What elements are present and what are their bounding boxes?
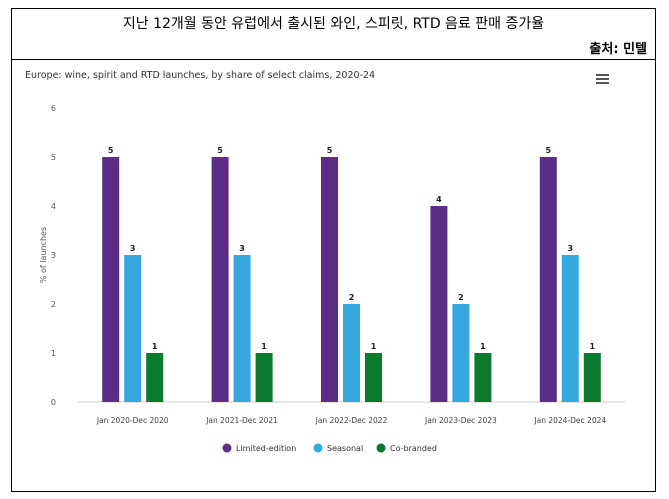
data-label: 1 xyxy=(480,342,486,351)
data-label: 4 xyxy=(436,195,442,204)
chart-title: Europe: wine, spirit and RTD launches, b… xyxy=(25,70,376,81)
x-tick-label: Jan 2020-Dec 2020 xyxy=(96,416,169,425)
x-tick-label: Jan 2023-Dec 2023 xyxy=(424,416,497,425)
page-title: 지난 12개월 동안 유럽에서 출시된 와인, 스피릿, RTD 음료 판매 증… xyxy=(122,16,545,32)
y-tick-label: 1 xyxy=(51,349,56,358)
bar-co-branded xyxy=(365,353,382,402)
data-label: 3 xyxy=(568,244,574,253)
hamburger-menu-icon[interactable] xyxy=(596,74,609,85)
data-label: 5 xyxy=(217,146,223,155)
bar-co-branded xyxy=(255,353,273,402)
y-tick-label: 2 xyxy=(51,300,56,309)
data-label: 1 xyxy=(371,342,377,351)
y-tick-label: 0 xyxy=(51,398,56,407)
y-tick-label: 6 xyxy=(51,104,56,113)
x-tick-label: Jan 2022-Dec 2022 xyxy=(315,416,388,425)
header: 지난 12개월 동안 유럽에서 출시된 와인, 스피릿, RTD 음료 판매 증… xyxy=(12,9,655,60)
y-tick-label: 4 xyxy=(51,202,56,211)
y-tick-label: 5 xyxy=(51,153,56,162)
bar-seasonal xyxy=(233,255,251,402)
bar-limited-edition xyxy=(539,157,557,402)
legend-label: Limited-edition xyxy=(236,444,296,453)
data-label: 3 xyxy=(130,244,136,253)
bar-seasonal xyxy=(124,255,142,402)
data-label: 1 xyxy=(152,342,158,351)
data-label: 2 xyxy=(349,293,355,302)
bar-limited-edition xyxy=(430,206,448,402)
legend-label: Co-branded xyxy=(390,444,437,453)
data-label: 5 xyxy=(108,146,114,155)
bar-co-branded xyxy=(583,353,601,402)
data-label: 3 xyxy=(239,244,245,253)
y-axis-label: % of launches xyxy=(39,227,48,283)
source-label: 출처: 민텔 xyxy=(589,42,647,57)
bar-seasonal xyxy=(343,304,360,402)
legend-marker xyxy=(376,443,386,453)
x-tick-label: Jan 2021-Dec 2021 xyxy=(205,416,278,425)
legend-marker xyxy=(222,443,232,453)
bar-limited-edition xyxy=(102,157,120,402)
bar-seasonal xyxy=(452,304,470,402)
data-label: 1 xyxy=(261,342,267,351)
bar-seasonal xyxy=(561,255,579,402)
y-tick-label: 3 xyxy=(51,251,56,260)
legend-marker xyxy=(313,443,323,453)
legend-label: Seasonal xyxy=(327,444,363,453)
bar-chart: 0 1 2 3 4 5 6 % of launches 5 3 1 Jan 2020-Dec 2020… xyxy=(39,104,625,453)
x-tick-label: Jan 2024-Dec 2024 xyxy=(533,416,606,425)
data-label: 5 xyxy=(546,146,552,155)
bar-limited-edition xyxy=(211,157,229,402)
data-label: 1 xyxy=(590,342,596,351)
bar-co-branded xyxy=(474,353,492,402)
data-label: 5 xyxy=(327,146,333,155)
data-label: 2 xyxy=(458,293,464,302)
bar-co-branded xyxy=(146,353,164,402)
bar-limited-edition xyxy=(321,157,338,402)
